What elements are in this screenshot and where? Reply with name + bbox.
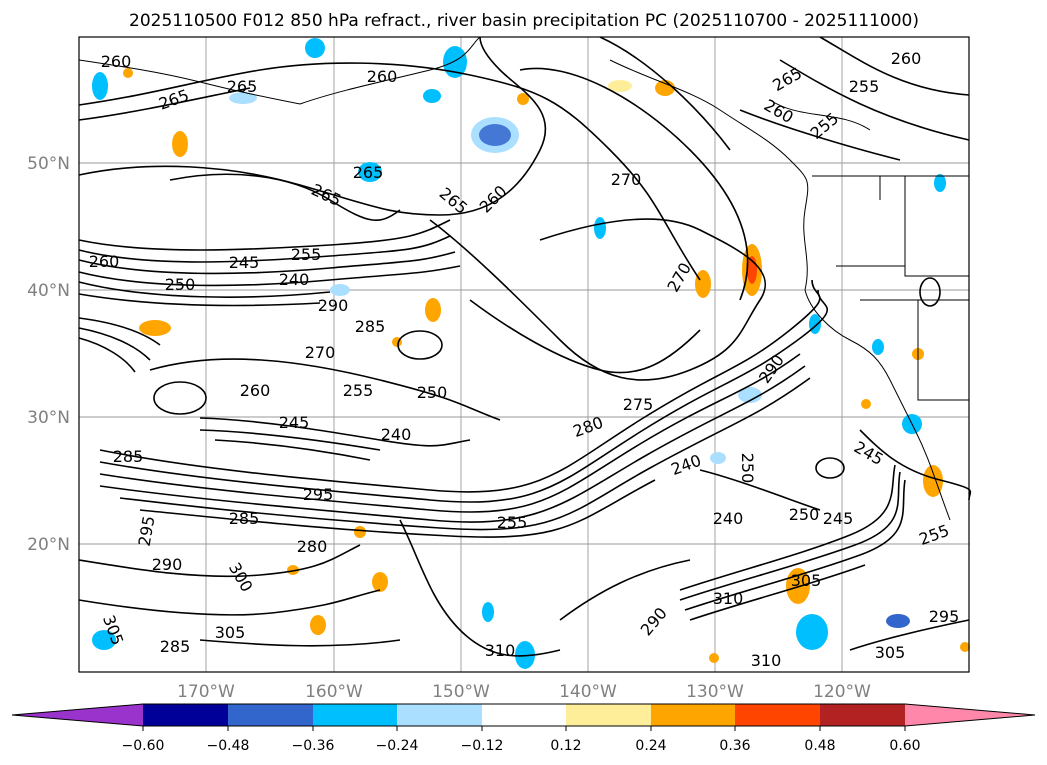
contour-label: 245 [823, 509, 854, 528]
contour-label: 260 [240, 381, 271, 400]
contour-label: 260 [367, 67, 398, 86]
lon-label-140w: 140°W [559, 682, 617, 702]
contour-label: 260 [89, 252, 120, 271]
contour-label: 285 [355, 317, 386, 336]
lon-label-130w: 130°W [686, 682, 744, 702]
contour-label: 255 [291, 245, 322, 264]
coastlines [78, 36, 969, 521]
colorbar-bin [651, 704, 735, 726]
longitude-labels: 170°W 160°W 150°W 140°W 130°W 120°W [177, 682, 871, 702]
colorbar-tick-label: 0.36 [719, 738, 750, 754]
colorbar-tick-label: 0.48 [804, 738, 835, 754]
colorbar-tick-label: −0.12 [461, 738, 504, 754]
contour-label: 285 [160, 637, 191, 656]
contour-label: 310 [485, 641, 516, 660]
colorbar-bin [143, 704, 228, 726]
lat-label-40n: 40°N [27, 281, 70, 301]
chart-title: 2025110500 F012 850 hPa refract., river … [129, 11, 919, 31]
colorbar: −0.60 −0.48 −0.36 −0.24 −0.12 0.12 0.24 … [11, 703, 1036, 754]
contour-label: 255 [497, 513, 528, 532]
contour-label: 250 [417, 383, 448, 402]
contour-label: 265 [227, 77, 258, 96]
colorbar-tick-label: 0.24 [635, 738, 666, 754]
lat-label-20n: 20°N [27, 535, 70, 555]
contour-label: 295 [303, 485, 334, 504]
contour-label: 285 [229, 509, 260, 528]
colorbar-bin [820, 704, 905, 726]
colorbar-bin [228, 704, 313, 726]
colorbar-bin [735, 704, 820, 726]
contour-label: 245 [279, 413, 310, 432]
lon-label-160w: 160°W [305, 682, 363, 702]
lat-label-50n: 50°N [27, 154, 70, 174]
contour-label: 250 [165, 275, 196, 294]
contour-label: 305 [875, 643, 906, 662]
contour-label: 290 [318, 296, 349, 315]
colorbar-extend-high [905, 704, 1035, 726]
contour-label: 255 [343, 381, 374, 400]
colorbar-bin [566, 704, 651, 726]
colorbar-bin [397, 704, 482, 726]
colorbar-tick-label: −0.36 [292, 738, 335, 754]
colorbar-extend-low [12, 704, 143, 726]
contour-label: 295 [929, 607, 960, 626]
contour-label: 260 [101, 52, 132, 71]
colorbar-tick-label: −0.24 [376, 738, 419, 754]
colorbar-ticks [142, 726, 906, 731]
contour-label: 310 [713, 589, 744, 608]
contour-label: 255 [849, 77, 880, 96]
contour-label: 240 [279, 270, 310, 289]
contour-label: 250 [789, 505, 820, 524]
lon-label-150w: 150°W [432, 682, 490, 702]
colorbar-tick-label: −0.48 [207, 738, 250, 754]
contour-label: 285 [113, 447, 144, 466]
map-frame [78, 36, 970, 673]
lat-label-30n: 30°N [27, 408, 70, 428]
contour-label: 265 [353, 163, 384, 182]
contour-label: 280 [297, 537, 328, 556]
contour-label: 240 [713, 509, 744, 528]
contour-label: 290 [152, 555, 183, 574]
contour-label: 270 [305, 343, 336, 362]
contour-label: 305 [791, 571, 822, 590]
lon-label-120w: 120°W [813, 682, 871, 702]
contour-label: 275 [623, 395, 654, 414]
contour-label: 240 [381, 425, 412, 444]
latitude-labels: 50°N 40°N 30°N 20°N [27, 154, 70, 555]
colorbar-tick-label: 0.60 [889, 738, 920, 754]
colorbar-tick-label: −0.60 [122, 738, 165, 754]
refractivity-contours [78, 36, 972, 657]
map-panel: 260 265 265 260 265 265 260 265 270 255 … [78, 36, 972, 673]
graticule [79, 37, 969, 672]
contour-label: 310 [751, 651, 782, 670]
colorbar-bin [482, 704, 566, 726]
contour-label: 270 [611, 170, 642, 189]
contour-label: 305 [215, 623, 246, 642]
contour-label: 250 [738, 453, 757, 484]
colorbar-tick-label: 0.12 [550, 738, 581, 754]
contour-label: 245 [229, 253, 260, 272]
colorbar-bin [313, 704, 397, 726]
contour-label: 260 [891, 49, 922, 68]
lon-label-170w: 170°W [177, 682, 235, 702]
